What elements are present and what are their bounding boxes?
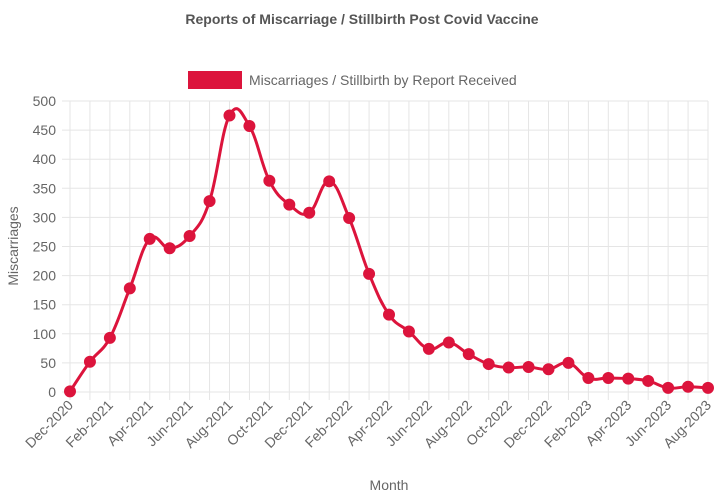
data-point[interactable] bbox=[203, 195, 216, 208]
y-tick-label: 0 bbox=[48, 384, 56, 400]
data-point[interactable] bbox=[183, 230, 196, 243]
data-point[interactable] bbox=[243, 120, 256, 133]
data-point[interactable] bbox=[462, 348, 475, 361]
y-tick-label: 150 bbox=[33, 297, 57, 313]
data-point[interactable] bbox=[482, 358, 495, 371]
y-tick-label: 300 bbox=[33, 209, 57, 225]
y-tick-label: 500 bbox=[33, 93, 57, 109]
x-axis-ticks: Dec-2020Feb-2021Apr-2021Jun-2021Aug-2021… bbox=[22, 397, 714, 451]
data-point[interactable] bbox=[582, 372, 595, 385]
data-point[interactable] bbox=[303, 206, 316, 219]
y-tick-label: 200 bbox=[33, 268, 57, 284]
gridlines bbox=[62, 100, 709, 400]
series-layer bbox=[64, 107, 714, 398]
data-point[interactable] bbox=[622, 372, 635, 385]
data-point[interactable] bbox=[143, 232, 156, 245]
data-point[interactable] bbox=[642, 374, 655, 387]
data-point[interactable] bbox=[562, 356, 575, 369]
y-axis-ticks: 0 50 100 150 200 250 300 350 400 450 500 bbox=[33, 93, 57, 400]
y-tick-label: 50 bbox=[40, 355, 56, 371]
y-axis-title: Miscarriages bbox=[5, 206, 21, 285]
data-point[interactable] bbox=[702, 381, 714, 394]
data-point[interactable] bbox=[383, 308, 395, 321]
data-point[interactable] bbox=[64, 385, 76, 398]
data-point[interactable] bbox=[163, 242, 176, 255]
data-point[interactable] bbox=[343, 211, 356, 224]
legend[interactable]: Miscarriages / Stillbirth by Report Rece… bbox=[188, 71, 517, 89]
x-axis-title: Month bbox=[370, 477, 409, 493]
data-point[interactable] bbox=[402, 325, 415, 338]
data-point[interactable] bbox=[502, 361, 515, 374]
data-point[interactable] bbox=[223, 109, 236, 122]
data-point[interactable] bbox=[83, 355, 96, 368]
y-tick-label: 250 bbox=[33, 239, 57, 255]
data-point[interactable] bbox=[123, 282, 136, 295]
data-point[interactable] bbox=[442, 336, 455, 349]
y-tick-label: 450 bbox=[33, 122, 57, 138]
legend-label: Miscarriages / Stillbirth by Report Rece… bbox=[249, 72, 517, 88]
y-tick-label: 350 bbox=[33, 180, 57, 196]
y-tick-label: 100 bbox=[33, 326, 57, 342]
data-point[interactable] bbox=[263, 174, 276, 187]
data-point[interactable] bbox=[103, 331, 116, 344]
legend-swatch bbox=[188, 71, 242, 89]
chart-title: Reports of Miscarriage / Stillbirth Post… bbox=[185, 11, 538, 27]
data-point[interactable] bbox=[542, 363, 555, 376]
data-point[interactable] bbox=[662, 381, 675, 394]
y-tick-label: 400 bbox=[33, 151, 57, 167]
data-point[interactable] bbox=[602, 372, 615, 385]
data-point[interactable] bbox=[522, 360, 535, 373]
data-point[interactable] bbox=[422, 342, 435, 355]
data-point[interactable] bbox=[363, 267, 376, 280]
data-point[interactable] bbox=[283, 198, 296, 211]
data-point[interactable] bbox=[323, 175, 336, 188]
data-point[interactable] bbox=[682, 380, 695, 393]
